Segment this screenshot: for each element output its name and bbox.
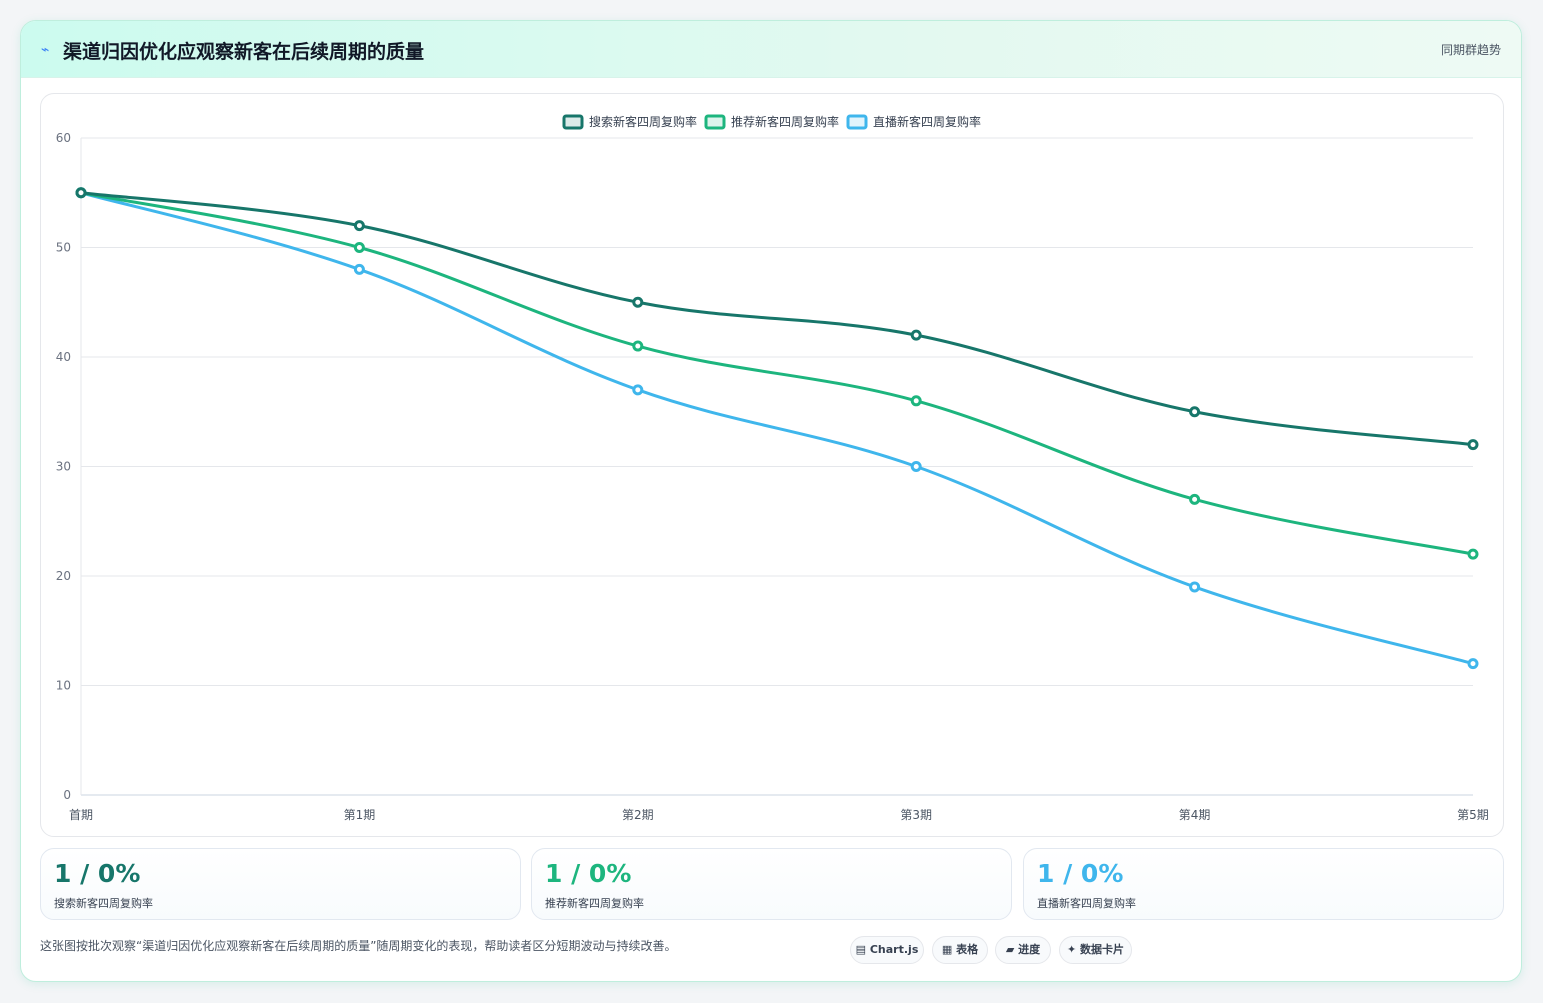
sparkle-icon: ✦ bbox=[1066, 943, 1077, 956]
stat-label: 直播新客四周复购率 bbox=[1037, 897, 1136, 910]
stat-card-live: 1 / 0% 直播新客四周复购率 bbox=[1023, 848, 1504, 920]
data-point bbox=[910, 329, 922, 341]
legend-label: 搜索新客四周复购率 bbox=[589, 114, 697, 129]
pill-label: 数据卡片 bbox=[1080, 943, 1125, 956]
pill-label: 表格 bbox=[956, 943, 979, 956]
y-tick-label: 40 bbox=[56, 350, 71, 364]
y-tick-label: 20 bbox=[56, 569, 71, 583]
card-title: 渠道归因优化应观察新客在后续周期的质量 bbox=[63, 41, 425, 63]
legend-label: 推荐新客四周复购率 bbox=[731, 114, 839, 129]
stat-label: 搜索新客四周复购率 bbox=[54, 897, 153, 910]
stat-label: 推荐新客四周复购率 bbox=[545, 897, 644, 910]
y-tick-label: 50 bbox=[56, 241, 71, 255]
x-tick-label: 第4期 bbox=[1179, 808, 1211, 822]
x-tick-label: 第5期 bbox=[1457, 808, 1489, 822]
pill-table[interactable]: ▦ 表格 bbox=[932, 936, 988, 964]
legend-label: 直播新客四周复购率 bbox=[873, 114, 981, 129]
chart-card: ⌁ 渠道归因优化应观察新客在后续周期的质量 同期群趋势 0 10 20 30 40 50 6… bbox=[20, 20, 1522, 982]
pill-label: Chart.js bbox=[869, 943, 919, 956]
table-icon: ▦ bbox=[941, 943, 953, 956]
data-point bbox=[632, 384, 644, 396]
x-tick-label: 第3期 bbox=[900, 808, 932, 822]
data-point bbox=[1467, 658, 1479, 670]
chart-icon: ▤ bbox=[855, 943, 867, 956]
data-point bbox=[353, 242, 365, 253]
progress-icon: ▰ bbox=[1005, 943, 1015, 956]
data-point bbox=[75, 187, 87, 199]
bolt-icon: ⌁ bbox=[41, 42, 50, 58]
header-tag: 同期群趋势 bbox=[1440, 43, 1501, 57]
series-line bbox=[79, 191, 1475, 447]
x-tick-label: 第2期 bbox=[622, 808, 654, 822]
series-line bbox=[79, 191, 1475, 666]
data-point bbox=[910, 395, 922, 407]
y-tick-label: 60 bbox=[56, 131, 71, 145]
y-tick-label: 30 bbox=[56, 460, 71, 474]
data-point bbox=[1467, 439, 1479, 451]
data-point bbox=[1189, 493, 1201, 505]
data-point bbox=[353, 220, 365, 232]
chart-panel: 0 10 20 30 40 50 60 首期 第1期 第2期 第3期 第4期 第5期 搜索新客四周复购率 推… bbox=[40, 93, 1504, 837]
data-point bbox=[1189, 581, 1201, 593]
stat-value: 1 / 0% bbox=[54, 859, 141, 888]
stat-value: 1 / 0% bbox=[545, 859, 632, 888]
y-tick-label: 0 bbox=[63, 788, 71, 802]
x-tick-label: 首期 bbox=[69, 808, 93, 822]
legend-swatch bbox=[846, 114, 868, 130]
data-point bbox=[1189, 406, 1201, 418]
pill-label: 进度 bbox=[1018, 943, 1041, 956]
chart-footnote: 这张图按批次观察“渠道归因优化应观察新客在后续周期的质量”随周期变化的表现，帮助… bbox=[40, 939, 677, 953]
data-point bbox=[910, 461, 922, 472]
stat-card-referral: 1 / 0% 推荐新客四周复购率 bbox=[531, 848, 1012, 920]
series-line bbox=[79, 191, 1475, 556]
card-header: ⌁ 渠道归因优化应观察新客在后续周期的质量 同期群趋势 bbox=[21, 21, 1521, 78]
data-point bbox=[632, 296, 644, 308]
pill-datacard[interactable]: ✦ 数据卡片 bbox=[1059, 936, 1132, 964]
stat-value: 1 / 0% bbox=[1037, 859, 1124, 888]
x-tick-label: 第1期 bbox=[344, 808, 376, 822]
y-tick-label: 10 bbox=[56, 679, 71, 693]
pill-chartjs[interactable]: ▤ Chart.js bbox=[850, 936, 924, 964]
legend-swatch bbox=[562, 114, 584, 130]
legend-swatch bbox=[704, 114, 726, 130]
data-point bbox=[1467, 548, 1479, 560]
stat-card-search: 1 / 0% 搜索新客四周复购率 bbox=[40, 848, 521, 920]
data-point bbox=[632, 340, 644, 352]
line-chart: 0 10 20 30 40 50 60 首期 第1期 第2期 第3期 第4期 第5期 搜索新客四周复购率 推… bbox=[56, 114, 1489, 822]
pill-progress[interactable]: ▰ 进度 bbox=[995, 936, 1051, 964]
data-point bbox=[353, 263, 365, 275]
